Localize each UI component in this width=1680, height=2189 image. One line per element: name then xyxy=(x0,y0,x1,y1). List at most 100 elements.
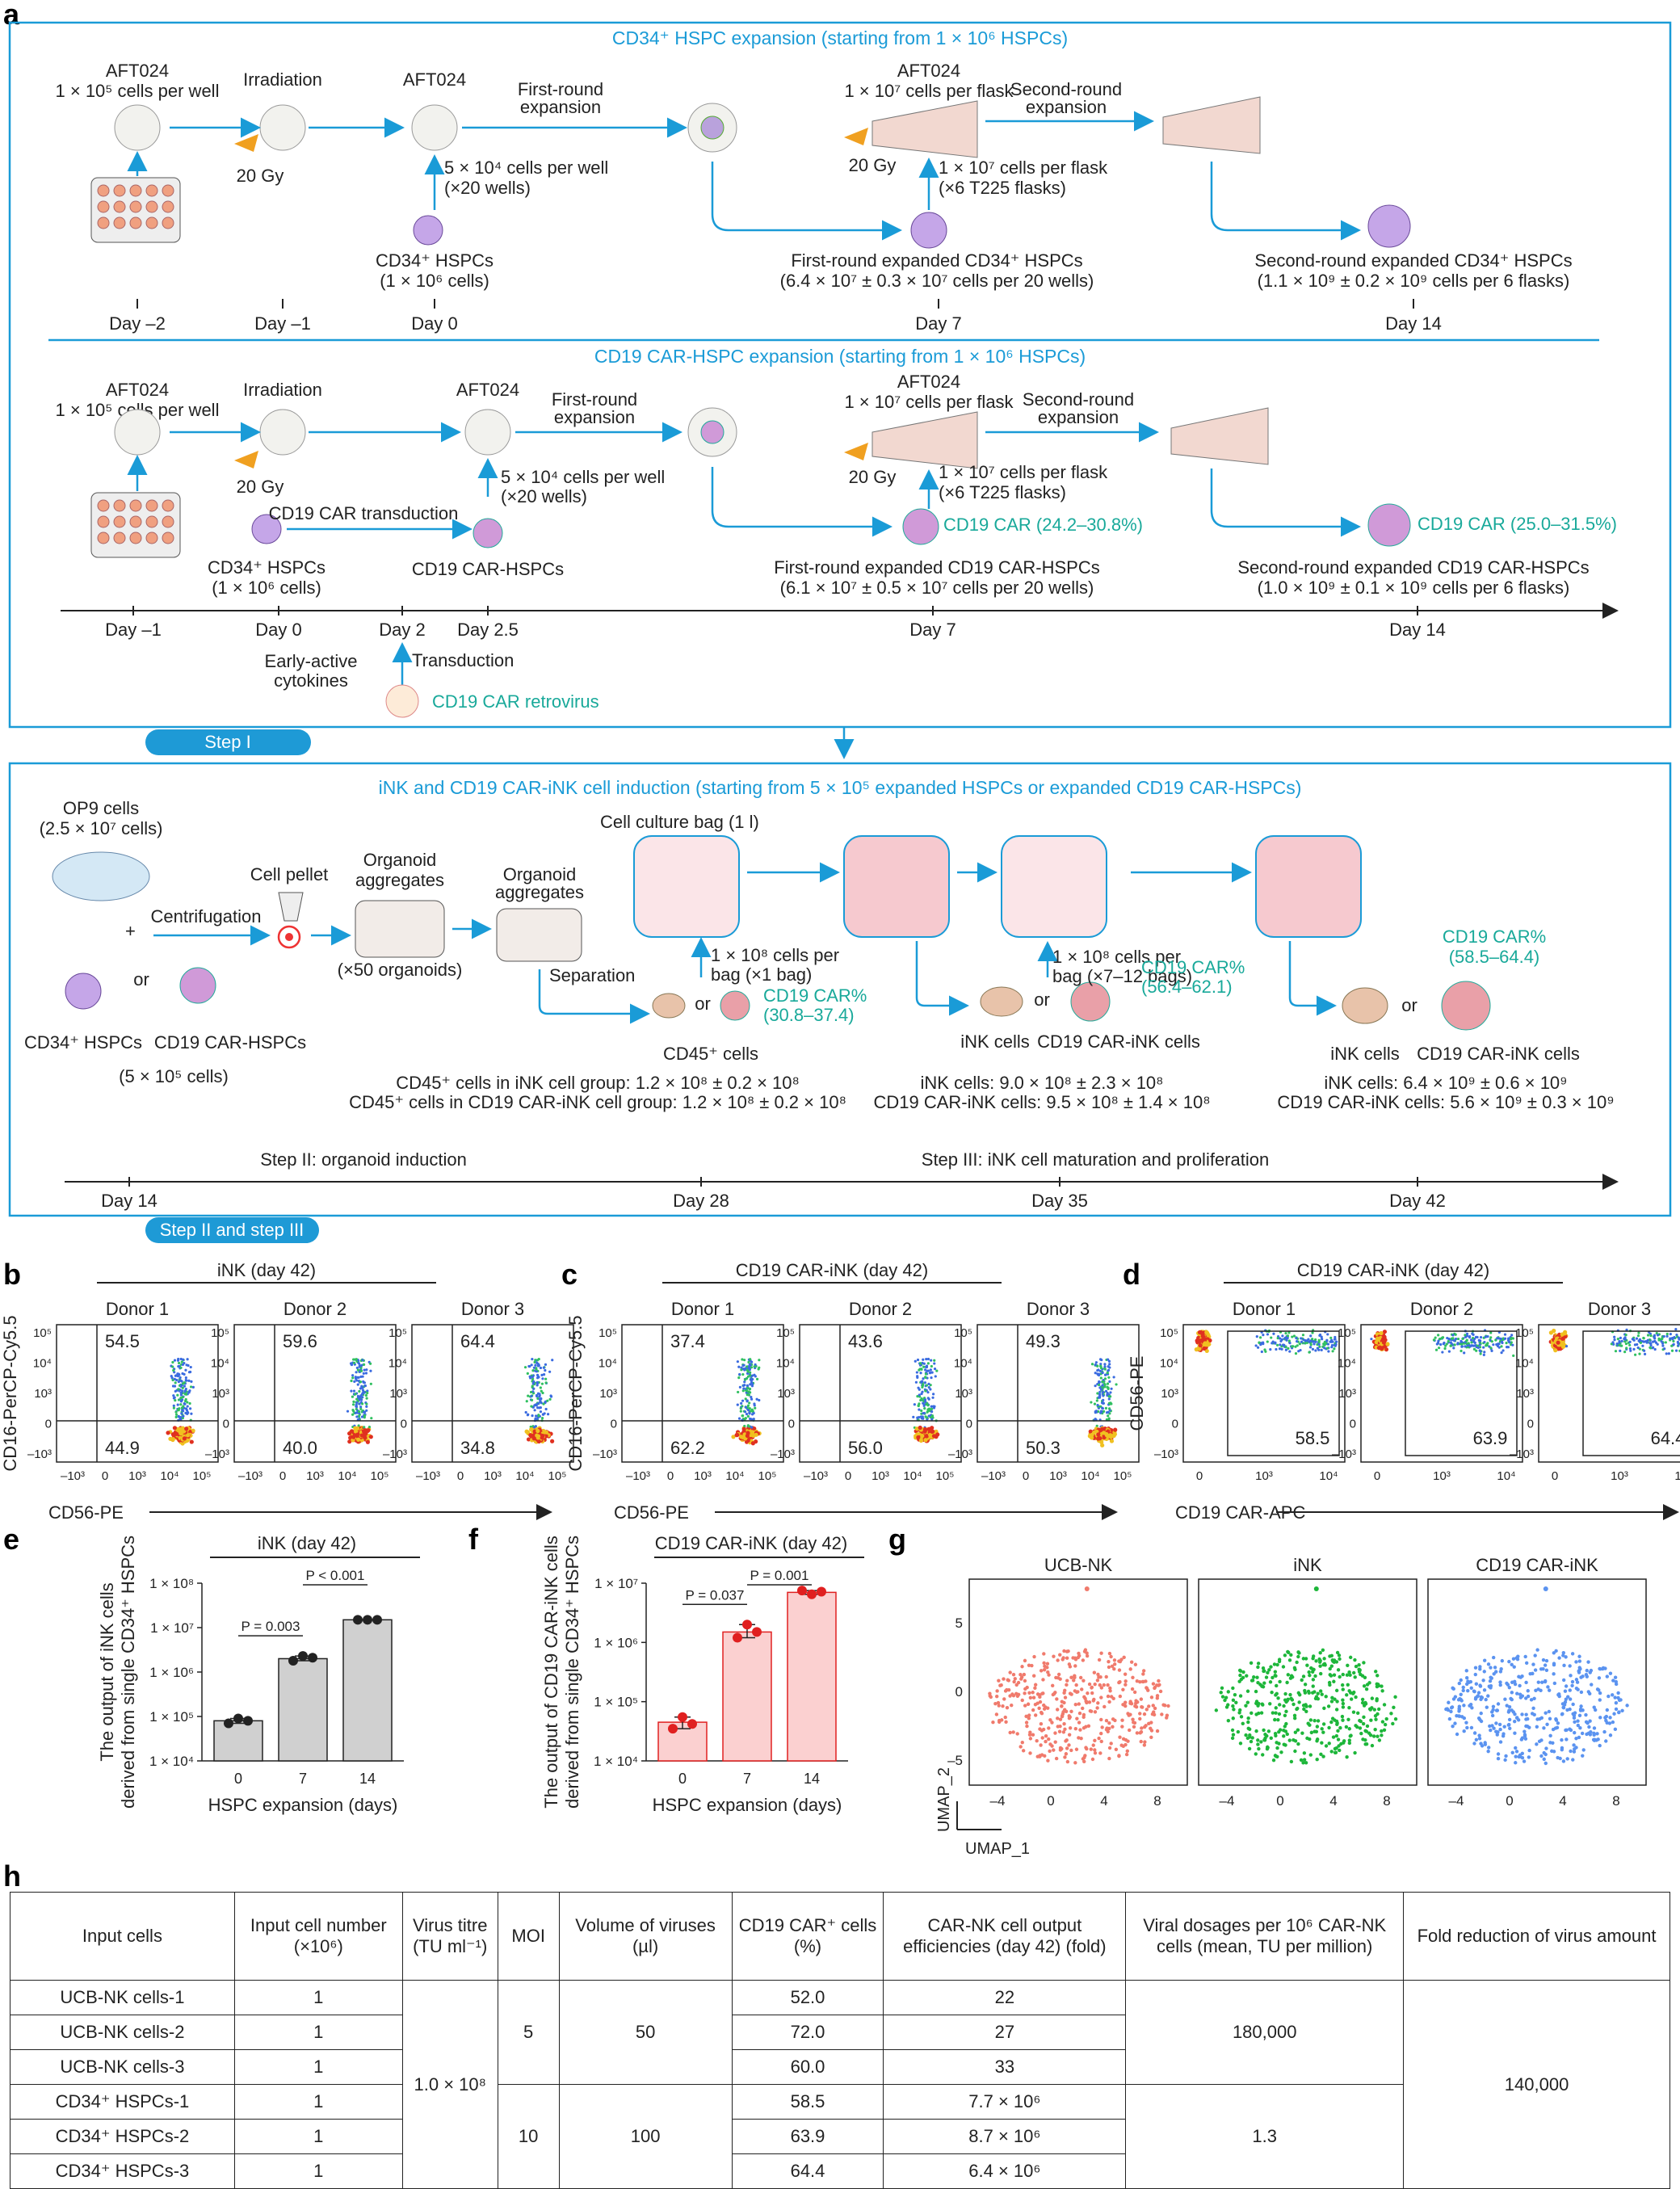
event-dot xyxy=(921,1398,924,1401)
p-value: P = 0.037 xyxy=(686,1587,745,1603)
day-label: Day 28 xyxy=(673,1191,729,1211)
event-dot xyxy=(541,1413,545,1416)
event-dot xyxy=(1657,1338,1661,1342)
event-dot xyxy=(1110,1387,1113,1390)
y-tick-label: –10³ xyxy=(1510,1447,1534,1461)
event-dot xyxy=(1200,1332,1205,1338)
cell-point xyxy=(1492,1672,1496,1676)
event-dot xyxy=(356,1368,359,1372)
cell-point xyxy=(1031,1708,1035,1712)
event-dot xyxy=(355,1432,360,1437)
cell-point xyxy=(1257,1746,1261,1751)
event-dot xyxy=(1096,1392,1099,1395)
event-dot xyxy=(1099,1439,1104,1445)
cell-point xyxy=(1289,1653,1293,1658)
cell-point xyxy=(1526,1689,1530,1693)
first-round-label: First-round xyxy=(518,79,603,99)
cell-point xyxy=(1006,1678,1010,1682)
event-dot xyxy=(1454,1337,1458,1341)
x-tick-label: 0 xyxy=(1047,1793,1054,1809)
cell-point xyxy=(1368,1708,1372,1712)
event-dot xyxy=(736,1360,739,1363)
cell-point xyxy=(1355,1711,1360,1716)
event-dot xyxy=(174,1399,177,1402)
cell-point xyxy=(1112,1666,1116,1671)
event-dot xyxy=(918,1388,921,1391)
cell-point xyxy=(1509,1696,1513,1701)
x-tick-label: 10³ xyxy=(1611,1469,1628,1483)
event-dot xyxy=(1093,1402,1097,1405)
event-dot xyxy=(1094,1361,1098,1364)
cell-point xyxy=(1511,1657,1516,1661)
cell-point xyxy=(1329,1700,1334,1704)
cell-point xyxy=(1315,1758,1319,1762)
event-dot xyxy=(1326,1333,1329,1336)
event-dot xyxy=(750,1384,754,1388)
event-dot xyxy=(1633,1343,1637,1347)
event-dot xyxy=(527,1364,531,1368)
event-dot xyxy=(935,1369,939,1372)
cell-point xyxy=(1266,1670,1270,1675)
cell-point xyxy=(1496,1730,1500,1734)
event-dot xyxy=(746,1365,749,1368)
cell-point xyxy=(994,1712,999,1716)
event-dot xyxy=(924,1376,927,1379)
car-ink-label-2: CD19 CAR-iNK cells xyxy=(1417,1044,1580,1064)
event-dot xyxy=(918,1368,921,1372)
cell-point xyxy=(1063,1755,1067,1759)
cell-point xyxy=(1568,1664,1572,1668)
event-dot xyxy=(927,1414,930,1418)
cell-point xyxy=(1282,1729,1286,1733)
x-tick-label: –10³ xyxy=(238,1469,262,1483)
event-dot xyxy=(1652,1340,1655,1343)
irradiation-label-2: Irradiation xyxy=(243,380,322,400)
event-dot xyxy=(1674,1349,1678,1352)
day-label: Day 0 xyxy=(411,313,457,334)
bag1b: bag (×1 bag) xyxy=(711,964,812,985)
event-dot xyxy=(744,1397,747,1401)
cell-point xyxy=(1155,1683,1159,1687)
event-dot xyxy=(1109,1391,1112,1394)
cell-point xyxy=(1118,1659,1123,1664)
event-dot xyxy=(539,1386,542,1389)
cell-point xyxy=(1107,1700,1111,1704)
cell-point xyxy=(1574,1660,1578,1664)
data-point xyxy=(233,1713,243,1724)
event-dot xyxy=(753,1402,756,1405)
event-dot xyxy=(1109,1439,1115,1443)
cell-point xyxy=(1513,1719,1517,1724)
event-dot xyxy=(1497,1342,1501,1346)
cell-point xyxy=(1092,1670,1097,1674)
event-dot xyxy=(1649,1347,1653,1350)
cell-point xyxy=(1324,1744,1329,1748)
cell-point xyxy=(1275,1683,1279,1688)
box3-title: iNK and CD19 CAR-iNK cell induction (sta… xyxy=(379,777,1302,798)
event-dot xyxy=(927,1385,930,1389)
car-pct2a: CD19 CAR% xyxy=(1141,957,1245,977)
y-tick-label: 0 xyxy=(45,1418,52,1431)
y-tick-label: 0 xyxy=(788,1418,795,1431)
cell-point xyxy=(1245,1700,1250,1704)
event-dot xyxy=(171,1360,174,1364)
cell-point xyxy=(1065,1738,1069,1742)
cell-point xyxy=(1271,1758,1276,1763)
event-dot xyxy=(1479,1335,1483,1339)
event-dot xyxy=(1107,1387,1110,1390)
event-dot xyxy=(739,1410,742,1413)
umap-frame xyxy=(968,1578,1188,1786)
event-dot xyxy=(1100,1358,1103,1362)
cell-point xyxy=(1457,1681,1462,1686)
cell-point xyxy=(1512,1665,1516,1669)
cell-point xyxy=(1349,1697,1354,1701)
event-dot xyxy=(365,1397,368,1400)
cell-point xyxy=(1069,1748,1073,1753)
cell-point xyxy=(1586,1660,1590,1664)
event-dot xyxy=(542,1366,545,1369)
cell-point xyxy=(1247,1727,1252,1731)
cell-point xyxy=(1073,1761,1077,1765)
event-dot xyxy=(1107,1397,1111,1401)
cell-point xyxy=(1042,1668,1047,1672)
event-dot xyxy=(171,1365,174,1368)
cell-point xyxy=(1532,1712,1536,1717)
cell-point xyxy=(1296,1742,1300,1746)
